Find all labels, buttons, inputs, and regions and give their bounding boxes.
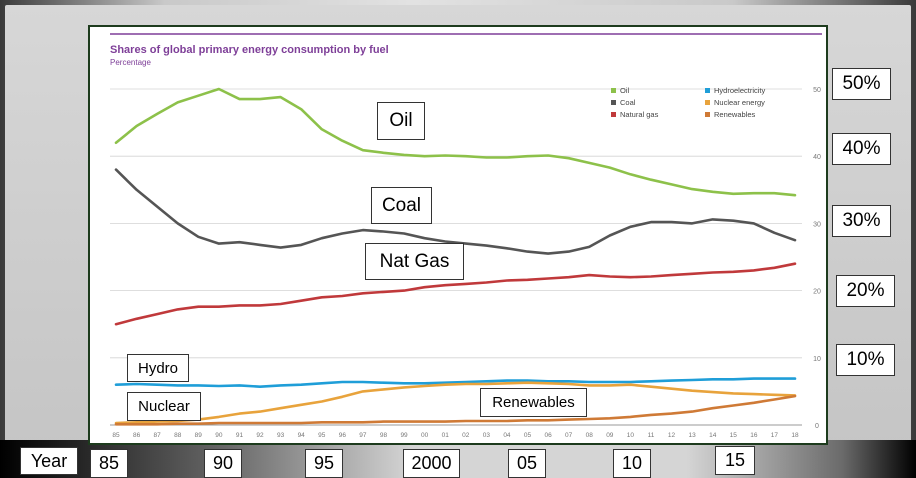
year-label-15: 15 (715, 446, 755, 475)
x-tick-label: 15 (730, 432, 738, 439)
year-label-90: 90 (204, 449, 242, 478)
x-tick-label: 90 (215, 432, 223, 439)
x-tick-label: 89 (195, 432, 203, 439)
chart-panel: Shares of global primary energy consumpt… (88, 25, 828, 445)
oil-callout: Oil (377, 102, 425, 140)
renewables-callout: Renewables (480, 388, 587, 417)
coal-callout: Coal (371, 187, 432, 224)
x-tick-label: 14 (709, 432, 717, 439)
legend: Oil Coal Natural gas Hydroelectricity Nuclea… (611, 86, 766, 119)
x-tick-label: 91 (236, 432, 244, 439)
y-tick-label: 30 (813, 221, 821, 228)
series-line-nuclear-energy (114, 381, 797, 425)
year-label-95: 95 (305, 449, 343, 478)
legend-label: Hydroelectricity (714, 86, 766, 95)
x-tick-label: 18 (791, 432, 799, 439)
x-tick-label: 13 (689, 432, 697, 439)
legend-swatch (611, 88, 616, 93)
y-tick-label: 20 (813, 289, 821, 296)
year-label-05: 05 (508, 449, 546, 478)
legend-label: Renewables (714, 110, 756, 119)
x-tick-label: 10 (627, 432, 635, 439)
x-tick-label: 85 (112, 432, 120, 439)
y-tick-label: 0 (815, 423, 819, 430)
chart-svg: Shares of global primary energy consumpt… (110, 33, 822, 439)
x-tick-label: 92 (256, 432, 264, 439)
x-tick-label: 09 (606, 432, 614, 439)
x-tick-label: 98 (380, 432, 388, 439)
series-line-oil (114, 87, 797, 197)
x-tick-label: 96 (339, 432, 347, 439)
year-label-10: 10 (613, 449, 651, 478)
x-tick-layer: 85 86 87 88 89 90 91 92 93 94 95 96 97 98 99 00 01 02 03 04… (112, 432, 799, 439)
nat-gas-callout: Nat Gas (365, 243, 464, 280)
legend-swatch (705, 100, 710, 105)
year-axis-label: Year (20, 447, 78, 475)
right-axis-label-20: 20% (836, 275, 895, 307)
x-tick-label: 87 (154, 432, 162, 439)
nuclear-callout: Nuclear (127, 392, 201, 421)
x-tick-label: 06 (544, 432, 552, 439)
x-tick-label: 01 (442, 432, 450, 439)
x-tick-label: 08 (586, 432, 594, 439)
x-tick-label: 16 (750, 432, 758, 439)
hydro-callout: Hydro (127, 354, 189, 382)
chart-title: Shares of global primary energy consumpt… (110, 44, 389, 56)
x-tick-label: 97 (359, 432, 367, 439)
x-tick-label: 86 (133, 432, 141, 439)
legend-label: Nuclear energy (714, 98, 765, 107)
legend-swatch (611, 112, 616, 117)
x-tick-label: 07 (565, 432, 573, 439)
x-tick-label: 02 (462, 432, 470, 439)
legend-swatch (705, 112, 710, 117)
right-axis-label-30: 30% (832, 205, 891, 237)
series-line-renewables (114, 394, 797, 426)
x-tick-label: 11 (648, 432, 655, 439)
year-label-85: 85 (90, 449, 128, 478)
x-tick-label: 12 (668, 432, 676, 439)
y-tick-label: 40 (813, 154, 821, 161)
series-line-natural-gas (114, 262, 797, 326)
y-tick-label: 10 (813, 356, 821, 363)
x-tick-label: 17 (771, 432, 779, 439)
x-tick-label: 04 (503, 432, 511, 439)
legend-label: Natural gas (620, 110, 659, 119)
y-tick-label: 50 (813, 87, 821, 94)
right-axis-label-50: 50% (832, 68, 891, 100)
x-tick-label: 00 (421, 432, 429, 439)
x-tick-label: 95 (318, 432, 326, 439)
year-label-2000: 2000 (403, 449, 460, 478)
x-tick-label: 99 (400, 432, 408, 439)
series-layer (114, 87, 797, 426)
legend-swatch (611, 100, 616, 105)
x-tick-label: 88 (174, 432, 182, 439)
x-tick-label: 94 (298, 432, 306, 439)
x-tick-label: 93 (277, 432, 285, 439)
legend-label: Oil (620, 86, 630, 95)
right-axis-label-10: 10% (836, 344, 895, 376)
legend-label: Coal (620, 98, 636, 107)
x-tick-label: 03 (483, 432, 491, 439)
x-tick-label: 05 (524, 432, 532, 439)
series-line-hydroelectricity (114, 377, 797, 389)
legend-swatch (705, 88, 710, 93)
series-line-coal (114, 168, 797, 255)
chart-subtitle: Percentage (110, 58, 151, 67)
y-tick-layer: 0 10 20 30 40 50 (813, 87, 821, 430)
right-axis-label-40: 40% (832, 133, 891, 165)
